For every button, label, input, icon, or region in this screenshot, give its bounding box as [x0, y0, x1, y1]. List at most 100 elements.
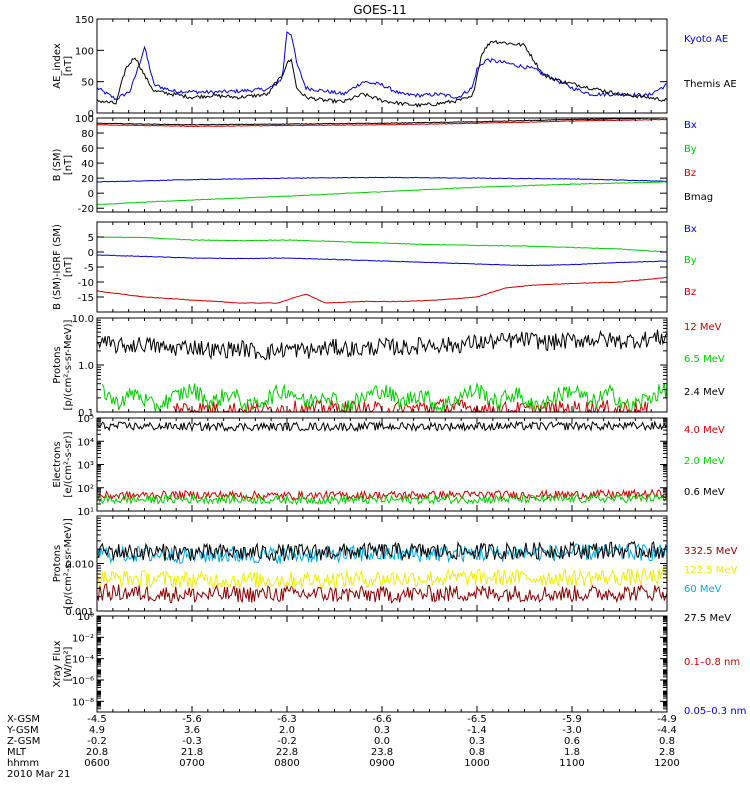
ephemeris-value: 22.8: [276, 747, 298, 758]
y-tick-label: 0: [88, 109, 94, 120]
legend-label: 60 MeV: [684, 584, 722, 595]
ephemeris-row-label: Z-GSM: [7, 736, 40, 747]
y-axis-label: Xray Flux[W/m²]: [52, 640, 74, 687]
ephemeris-value: 1.8: [564, 747, 580, 758]
series-line: [96, 488, 668, 502]
legend-label: 332.5 MeV: [684, 546, 738, 557]
ephemeris-value: -0.2: [277, 736, 297, 747]
ephemeris-value: -4.4: [657, 725, 677, 736]
ephemeris-row-label: hhmm: [7, 758, 39, 769]
y-tick-label: 60: [81, 144, 94, 155]
y-tick-label: 150: [75, 15, 94, 26]
ephemeris-value: 4.9: [89, 725, 105, 736]
series-line: [96, 493, 668, 506]
series-line: [96, 567, 668, 590]
series-line: [96, 31, 668, 101]
ephemeris-value: 1200: [654, 758, 679, 769]
y-tick-label: -20: [78, 204, 94, 215]
panel-7: 10⁻⁸ 10⁻⁶ 10⁻⁴ 10⁻² 10⁰ Xray Flux[W/m²] 0.1–0.…: [52, 612, 746, 717]
y-tick-label: 50: [81, 78, 94, 89]
ephemeris-value: 2.0: [279, 725, 295, 736]
legend-label: 0.1–0.8 nm: [684, 657, 740, 668]
series-line: [96, 276, 668, 304]
legend-label: Bx: [684, 120, 697, 131]
legend-label: 2.4 MeV: [684, 387, 725, 398]
y-tick-label: 10⁻⁴: [72, 655, 94, 666]
x-axis-info: X-GSM -4.5 -5.6 -6.3 -6.6 -6.5 -5.9 -4.9 Y-GSM 4.…: [6, 714, 680, 780]
y-axis-label: Protons[p/(cm²-s-sr-MeV)]: [52, 518, 74, 609]
date-label: 2010 Mar 21: [7, 769, 70, 780]
y-tick-label: 5: [88, 233, 94, 244]
ephemeris-value: 0.8: [469, 747, 485, 758]
y-tick-label: 10¹: [77, 507, 94, 518]
ephemeris-value: 3.6: [184, 725, 200, 736]
series-line: [96, 329, 668, 361]
ephemeris-value: 0700: [179, 758, 204, 769]
legend-label: 12 MeV: [684, 322, 722, 333]
ephemeris-value: 0.8: [659, 736, 675, 747]
legend-label: 27.5 MeV: [684, 613, 731, 624]
series-line: [96, 540, 668, 562]
legend-label: Bz: [684, 287, 696, 298]
y-tick-label: 10⁰: [77, 612, 94, 623]
legend-label: 4.0 MeV: [684, 425, 725, 436]
ephemeris-value: -5.6: [182, 714, 202, 725]
y-tick-label: 10⁻²: [72, 633, 94, 644]
ephemeris-value: 23.8: [371, 747, 393, 758]
y-tick-label: -15: [78, 293, 94, 304]
series-line: [172, 398, 649, 414]
ephemeris-value: 0.3: [374, 725, 390, 736]
ephemeris-value: 20.8: [86, 747, 108, 758]
y-tick-label: 100: [75, 46, 94, 57]
y-tick-label: 100: [75, 114, 94, 125]
ephemeris-value: -1.4: [467, 725, 487, 736]
y-tick-label: 0.001: [65, 607, 94, 618]
legend-label: 6.5 MeV: [684, 354, 725, 365]
y-axis-label: AE_index[nT]: [52, 43, 74, 89]
legend-label: 0.6 MeV: [684, 487, 725, 498]
ephemeris-value: -4.9: [657, 714, 677, 725]
y-axis-label: Protons[p/(cm²-s-sr-MeV)]: [52, 319, 74, 410]
ephemeris-value: -0.2: [87, 736, 107, 747]
panel-2: -20 0 20 40 60 80 100 B (SM)[nT] Bx By Bz Bmag: [52, 114, 713, 215]
ephemeris-value: 21.8: [181, 747, 203, 758]
y-axis-label: B (SM)[nT]: [52, 148, 74, 181]
y-tick-label: 80: [81, 129, 94, 140]
series-line: [97, 181, 668, 205]
series-line: [96, 176, 668, 183]
series-line: [96, 583, 668, 604]
panel-3: -15 -10 -5 0 5 B (SM)-IGRF (SM)[nT] Bx By Bz: [52, 221, 697, 313]
y-tick-label: -5: [84, 263, 94, 274]
panel-frame: [96, 221, 668, 313]
y-tick-label: -10: [78, 278, 94, 289]
y-tick-label: 40: [81, 159, 94, 170]
ephemeris-value: -5.9: [562, 714, 582, 725]
y-tick-label: 0.010: [65, 560, 94, 571]
ephemeris-value: 0.6: [564, 736, 580, 747]
legend-label: 0.05–0.3 nm: [684, 706, 746, 717]
ephemeris-row-label: X-GSM: [7, 714, 40, 725]
ephemeris-value: 0.3: [469, 736, 485, 747]
ephemeris-value: 1000: [464, 758, 489, 769]
panel-1: 0 50 100 150 AE_index[nT] Kyoto AE Themis AE: [52, 15, 737, 120]
y-axis-label: Electrons[e/(cm²-s-sr)]: [52, 431, 74, 497]
series-line: [101, 381, 668, 414]
ephemeris-value: -6.3: [277, 714, 297, 725]
ephemeris-value: 1100: [559, 758, 584, 769]
y-tick-label: 10⁻⁶: [72, 676, 94, 687]
ephemeris-value: 2.8: [659, 747, 675, 758]
y-tick-label: 10.0: [72, 314, 94, 325]
ephemeris-row-label: Y-GSM: [6, 725, 39, 736]
legend-label: 122.5 MeV: [684, 565, 738, 576]
ephemeris-value: -0.3: [182, 736, 202, 747]
y-tick-label: 0.1: [78, 408, 94, 419]
legend-label: Bx: [684, 224, 697, 235]
panel-frame: [96, 615, 668, 713]
legend-label: By: [684, 255, 697, 266]
legend-label: Bz: [684, 168, 696, 179]
